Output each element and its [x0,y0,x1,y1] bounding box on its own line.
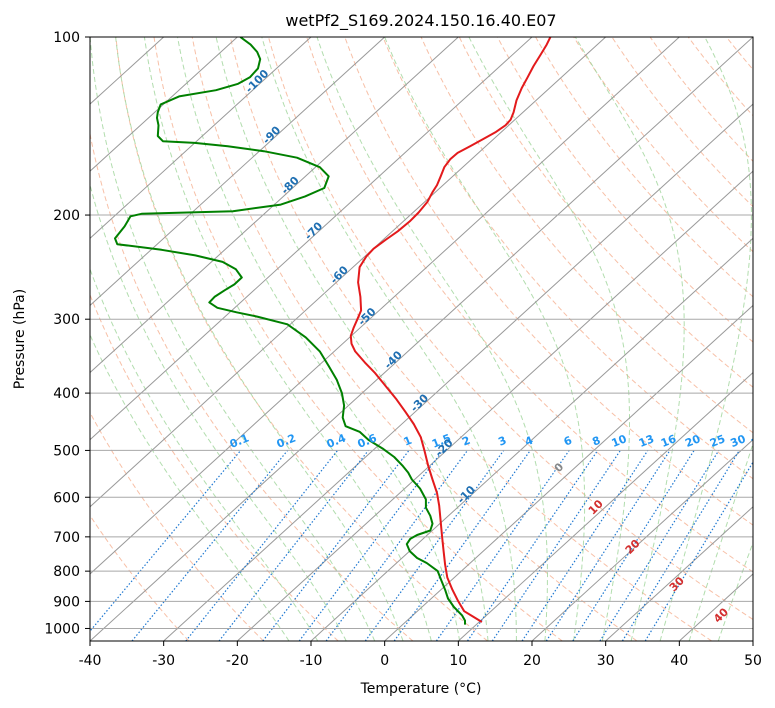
x-tick-label: 10 [449,653,467,669]
dry-adiabat-line [268,37,753,621]
dry-adiabat-line [458,37,753,388]
dry-adiabat-line [382,37,753,480]
isotherm-line [236,170,753,641]
dewpoint-profile-line [114,37,466,625]
isotherm-line [90,37,680,575]
y-tick-label: 400 [53,386,80,402]
dry-adiabat-line [115,37,488,641]
moist-adiabat-line [143,37,432,641]
temperature-profile-line [349,37,552,623]
mixing-ratio-line [131,450,289,641]
isotherm-line [90,37,607,508]
mixing-ratio-label: 2 [460,434,472,449]
dry-adiabat-line [90,514,190,641]
dry-adiabat-line [344,37,753,526]
moist-adiabat-line [90,333,290,641]
isotherm-line [310,237,753,641]
y-axis-title: Pressure (hPa) [12,289,28,389]
dry-adiabat-line [649,37,753,163]
mixing-ratio-line [298,450,444,641]
dry-adiabat-line [229,37,712,641]
isotherm-line [90,37,753,641]
dry-adiabat-line [535,37,753,298]
x-tick-label: 40 [670,653,688,669]
mixing-ratio-line [262,450,410,641]
moist-adiabat-line [215,37,489,641]
y-tick-label: 800 [53,564,80,580]
y-tick-label: 1000 [44,621,80,637]
isotherm-line [531,438,753,641]
y-tick-label: 900 [53,594,80,610]
x-tick-label: -20 [226,653,249,669]
mixing-ratio-label: 16 [659,432,678,450]
mixing-ratio-label: 13 [637,432,656,450]
isotherm-line [457,371,753,641]
moist-adiabat-line [261,37,517,641]
mixing-ratio-line [521,450,649,641]
isotherm-line [384,304,753,641]
dry-adiabat-line [90,131,414,641]
dry-adiabat-line [496,37,753,343]
mixing-ratio-label: 30 [728,432,747,450]
y-tick-label: 600 [53,490,80,506]
mixing-ratio-line [621,450,740,641]
x-tick-label: 30 [597,653,615,669]
x-tick-label: 20 [523,653,541,669]
dry-adiabat-line [306,37,753,573]
y-tick-label: 500 [53,443,80,459]
moist-adiabat-line [468,37,630,641]
dry-adiabat-line [90,293,339,641]
dry-adiabat-line [191,37,638,641]
mixing-ratio-line [393,450,531,641]
mixing-ratio-label: 10 [610,432,629,450]
isotherm-line [90,37,238,172]
moist-adiabat-line [659,37,752,641]
x-tick-label: -40 [79,653,102,669]
isotherm-line [163,103,753,641]
mixing-ratio-line [325,450,468,641]
y-tick-label: 700 [53,530,80,546]
moist-adiabat-line [688,442,753,641]
moist-adiabat-line [90,267,319,641]
x-tick-label: -30 [152,653,175,669]
moist-adiabat-line [717,541,753,641]
moist-adiabat-line [115,37,404,641]
isotherm-line [90,37,459,374]
plot-frame [89,36,754,642]
moist-adiabat-line [90,182,347,641]
isotherm-line [90,37,533,441]
x-tick-label: 50 [744,653,762,669]
moist-adiabat-line [90,37,376,641]
x-axis-title: Temperature (°C) [360,681,482,697]
moist-adiabat-line [177,37,461,641]
mixing-ratio-label: 1 [402,434,414,449]
moist-adiabat-line [316,37,548,641]
mixing-ratio-label: 20 [683,432,702,450]
mixing-ratio-label: 25 [708,432,727,450]
mixing-ratio-label: 8 [590,434,602,449]
mixing-ratio-line [185,450,339,641]
mixing-ratio-line [545,450,671,641]
mixing-ratio-line [364,450,505,641]
moist-adiabat-line [574,37,685,641]
isotherm-line [605,506,753,641]
mixing-ratio-line [90,450,242,633]
y-tick-label: 200 [53,208,80,224]
mixing-ratio-line [599,450,720,641]
isotherm-line [90,37,386,307]
isotherm-line [90,37,312,240]
mixing-ratio-label: 36 [749,432,768,450]
x-tick-label: 0 [380,653,389,669]
mixing-ratio-label: 3 [496,434,508,449]
mixing-ratio-line [435,450,570,641]
chart-title: wetPf2_S169.2024.150.16.40.E07 [285,11,556,31]
mixing-ratio-line [572,450,695,641]
x-tick-label: -10 [300,653,323,669]
y-tick-label: 100 [53,30,80,46]
y-tick-label: 300 [53,312,80,328]
